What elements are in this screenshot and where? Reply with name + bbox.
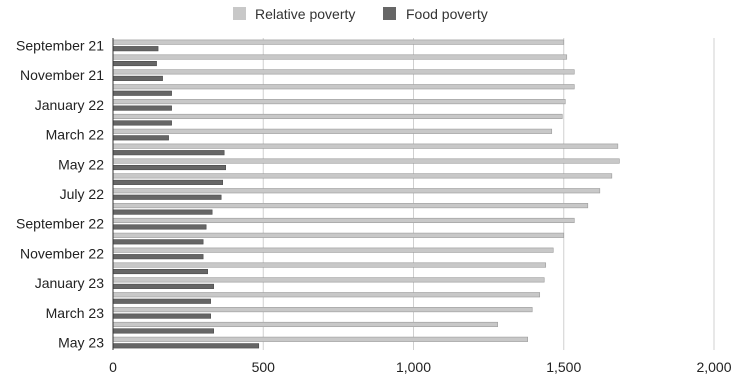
y-tick-label-march-22: March 22 xyxy=(46,127,105,143)
bar-relative-poverty-january-23 xyxy=(112,277,545,283)
legend-swatch-food-poverty xyxy=(383,7,396,20)
bar-relative-poverty-february-23 xyxy=(112,292,541,298)
bar-relative-poverty-october-21 xyxy=(112,54,568,60)
bars xyxy=(112,39,620,349)
x-tick-label-500: 500 xyxy=(252,359,276,375)
bar-food-poverty-march-23 xyxy=(112,313,211,319)
bar-food-poverty-january-22 xyxy=(112,105,172,111)
bar-food-poverty-may-23 xyxy=(112,343,260,349)
y-tick-label-november-21: November 21 xyxy=(20,67,104,83)
bar-food-poverty-january-23 xyxy=(112,283,214,289)
y-tick-label-may-22: May 22 xyxy=(58,156,104,172)
y-tick-label-january-23: January 23 xyxy=(35,275,104,291)
bar-food-poverty-august-22 xyxy=(112,209,213,215)
bar-food-poverty-april-22 xyxy=(112,150,225,156)
y-tick-label-july-22: July 22 xyxy=(60,186,105,202)
bar-relative-poverty-june-22 xyxy=(112,173,613,179)
x-tick-label-2-000: 2,000 xyxy=(696,359,731,375)
bar-relative-poverty-january-22 xyxy=(112,99,566,105)
bar-relative-poverty-october-22 xyxy=(112,232,565,238)
gridlines xyxy=(262,38,715,350)
bar-food-poverty-february-23 xyxy=(112,298,211,304)
y-tick-label-may-23: May 23 xyxy=(58,335,104,351)
bar-food-poverty-december-22 xyxy=(112,268,208,275)
bar-food-poverty-october-21 xyxy=(112,60,157,67)
legend: Relative poverty Food poverty xyxy=(233,6,488,22)
bar-relative-poverty-march-22 xyxy=(112,128,553,134)
bar-relative-poverty-april-22 xyxy=(112,143,619,149)
bar-food-poverty-july-22 xyxy=(112,194,222,200)
bar-relative-poverty-february-22 xyxy=(112,113,563,120)
legend-swatch-relative-poverty xyxy=(233,7,246,20)
x-tick-label-1-000: 1,000 xyxy=(396,359,431,375)
x-tick-label-1-500: 1,500 xyxy=(546,359,581,375)
bar-food-poverty-september-21 xyxy=(112,46,159,52)
bar-food-poverty-june-22 xyxy=(112,179,223,185)
bar-food-poverty-october-22 xyxy=(112,239,204,245)
bar-food-poverty-november-22 xyxy=(112,254,204,260)
y-tick-label-january-22: January 22 xyxy=(35,97,104,113)
bar-relative-poverty-may-22 xyxy=(112,158,620,164)
bar-relative-poverty-april-23 xyxy=(112,321,498,328)
y-tick-label-september-22: September 22 xyxy=(16,216,104,232)
bar-relative-poverty-may-23 xyxy=(112,336,528,342)
y-tick-label-march-23: March 23 xyxy=(46,305,105,321)
bar-relative-poverty-september-21 xyxy=(112,39,565,45)
y-tick-label-november-22: November 22 xyxy=(20,245,104,261)
bar-relative-poverty-july-22 xyxy=(112,188,601,194)
bar-food-poverty-december-21 xyxy=(112,90,172,96)
x-axis-ticks: 0 500 1,000 1,500 2,000 xyxy=(109,359,732,375)
bar-relative-poverty-november-22 xyxy=(112,247,554,253)
bar-food-poverty-september-22 xyxy=(112,224,207,230)
bar-food-poverty-april-23 xyxy=(112,328,214,334)
bar-relative-poverty-november-21 xyxy=(112,69,575,75)
bar-relative-poverty-march-23 xyxy=(112,307,533,313)
bar-food-poverty-february-22 xyxy=(112,120,172,126)
bar-food-poverty-november-21 xyxy=(112,75,163,81)
bar-relative-poverty-december-21 xyxy=(112,84,575,90)
legend-label-relative-poverty: Relative poverty xyxy=(255,6,355,22)
bar-relative-poverty-september-22 xyxy=(112,217,575,224)
bar-relative-poverty-december-22 xyxy=(112,262,547,268)
y-axis-labels: September 21 November 21 January 22 March 2… xyxy=(16,37,104,350)
legend-label-food-poverty: Food poverty xyxy=(406,6,488,22)
y-tick-label-september-21: September 21 xyxy=(16,37,104,53)
x-tick-label-0: 0 xyxy=(109,359,117,375)
bar-relative-poverty-august-22 xyxy=(112,203,589,209)
bar-food-poverty-may-22 xyxy=(112,164,226,171)
bar-food-poverty-march-22 xyxy=(112,135,169,141)
